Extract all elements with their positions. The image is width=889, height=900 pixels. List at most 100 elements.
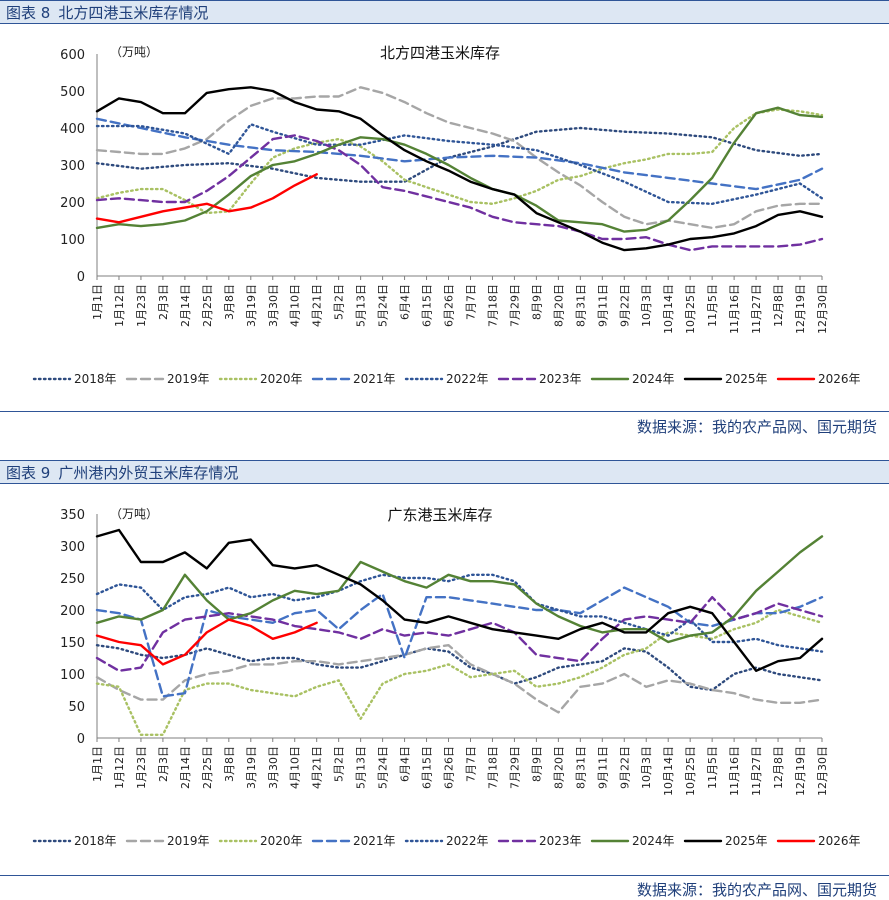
figure-8-panel: 图表 8 北方四港玉米库存情况 0 100 200 300 400 500 600 1月1日 1月… bbox=[0, 0, 889, 445]
x-tick-label: 9月11日 bbox=[596, 284, 609, 327]
figure-9-panel: 图表 9 广州港内外贸玉米库存情况 0 50 100 150 200 250 300 350 1月… bbox=[0, 460, 889, 900]
x-tick-label: 1月12日 bbox=[113, 284, 126, 327]
y-tick-label: 500 bbox=[60, 85, 85, 100]
x-tick-label: 7月18日 bbox=[486, 746, 499, 789]
series-line-2020 bbox=[95, 608, 824, 737]
x-tick-label: 2月3日 bbox=[157, 746, 170, 782]
x-tick-label: 8月20日 bbox=[552, 284, 565, 327]
series-line-2018 bbox=[95, 643, 824, 692]
x-tick-label: 3月19日 bbox=[245, 284, 258, 327]
y-tick-label: 150 bbox=[60, 636, 85, 651]
x-tick-label: 11月16日 bbox=[728, 284, 741, 334]
y-tick-label: 0 bbox=[77, 270, 85, 285]
legend-label-2019: 2019年 bbox=[167, 372, 210, 386]
x-tick-label: 2月25日 bbox=[201, 746, 214, 789]
legend-label-2020: 2020年 bbox=[260, 834, 303, 848]
x-tick-label: 11月27日 bbox=[750, 746, 763, 796]
x-tick-label: 1月1日 bbox=[91, 746, 104, 782]
y-tick-label: 0 bbox=[77, 732, 85, 747]
legend-label-2019: 2019年 bbox=[167, 834, 210, 848]
y-tick-label: 100 bbox=[60, 233, 85, 248]
x-tick-label: 8月31日 bbox=[574, 284, 587, 327]
legend-label-2024: 2024年 bbox=[632, 834, 675, 848]
unit-label: （万吨） bbox=[110, 45, 158, 59]
x-tick-label: 9月22日 bbox=[618, 284, 631, 327]
chart-north-ports-inventory: 0 100 200 300 400 500 600 1月1日 1月12日 1月23日 2月3日 2月1… bbox=[32, 44, 861, 386]
legend-label-2023: 2023年 bbox=[539, 372, 582, 386]
x-tick-label: 11月27日 bbox=[750, 284, 763, 334]
x-tick-label: 2月14日 bbox=[179, 284, 192, 327]
series-line-2021 bbox=[95, 586, 824, 698]
legend-label-2025: 2025年 bbox=[725, 372, 768, 386]
y-tick-label: 50 bbox=[68, 700, 85, 715]
series-line-2019 bbox=[95, 86, 824, 230]
x-tick-label: 8月31日 bbox=[574, 746, 587, 789]
x-tick-label: 3月30日 bbox=[267, 284, 280, 327]
x-tick-label: 6月15日 bbox=[421, 746, 434, 789]
x-tick-label: 5月13日 bbox=[355, 746, 368, 789]
chart-title: 广东港玉米库存 bbox=[387, 506, 492, 524]
figure-8-title: 北方四港玉米库存情况 bbox=[58, 4, 209, 22]
x-tick-label: 12月8日 bbox=[772, 746, 785, 789]
legend-label-2021: 2021年 bbox=[353, 372, 396, 386]
y-tick-label: 350 bbox=[60, 508, 85, 523]
x-tick-label: 5月13日 bbox=[355, 284, 368, 327]
series-line-2026 bbox=[95, 618, 318, 666]
x-tick-label: 8月9日 bbox=[530, 746, 543, 782]
x-tick-label: 10月14日 bbox=[662, 284, 675, 334]
x-tick-label: 11月5日 bbox=[706, 284, 719, 327]
series-line-2019 bbox=[95, 643, 824, 714]
x-tick-label: 6月4日 bbox=[399, 284, 412, 320]
figure-9-source: 数据来源：我的农产品网、国元期货 bbox=[636, 881, 877, 899]
legend-label-2020: 2020年 bbox=[260, 372, 303, 386]
y-tick-label: 250 bbox=[60, 572, 85, 587]
legend-label-2026: 2026年 bbox=[818, 372, 861, 386]
series-line-2025 bbox=[95, 528, 824, 673]
chart-guangdong-ports-inventory: 0 50 100 150 200 250 300 350 1月1日 1月12日 1月23日 2月3日 2… bbox=[32, 506, 861, 848]
series-line-2023 bbox=[95, 134, 824, 252]
series-line-2025 bbox=[95, 86, 824, 252]
x-tick-label: 12月19日 bbox=[794, 746, 807, 796]
chart-title: 北方四港玉米库存 bbox=[380, 44, 500, 62]
y-tick-label: 200 bbox=[60, 196, 85, 211]
y-tick-label: 400 bbox=[60, 122, 85, 137]
x-tick-label: 1月1日 bbox=[91, 284, 104, 320]
x-tick-label: 1月23日 bbox=[135, 746, 148, 789]
x-tick-label: 4月21日 bbox=[311, 746, 324, 789]
x-tick-label: 2月3日 bbox=[157, 284, 170, 320]
x-tick-label: 2月14日 bbox=[179, 746, 192, 789]
x-tick-label: 4月21日 bbox=[311, 284, 324, 327]
x-tick-label: 5月2日 bbox=[333, 746, 346, 782]
x-tick-label: 7月29日 bbox=[508, 284, 521, 327]
figure-9-title: 广州港内外贸玉米库存情况 bbox=[58, 464, 239, 482]
figure-8-source: 数据来源：我的农产品网、国元期货 bbox=[636, 418, 877, 436]
y-tick-label: 300 bbox=[60, 159, 85, 174]
x-tick-label: 2月25日 bbox=[201, 284, 214, 327]
x-tick-label: 6月4日 bbox=[399, 746, 412, 782]
legend-label-2025: 2025年 bbox=[725, 834, 768, 848]
figure-8-header: 图表 8 北方四港玉米库存情况 bbox=[0, 0, 889, 24]
y-tick-label: 200 bbox=[60, 604, 85, 619]
x-tick-label: 1月12日 bbox=[113, 746, 126, 789]
x-tick-label: 10月3日 bbox=[640, 284, 653, 327]
series-line-2018 bbox=[95, 126, 824, 183]
x-tick-label: 3月8日 bbox=[223, 284, 236, 320]
x-tick-label: 3月30日 bbox=[267, 746, 280, 789]
x-tick-label: 3月19日 bbox=[245, 746, 258, 789]
x-tick-label: 12月30日 bbox=[816, 746, 829, 796]
legend-label-2023: 2023年 bbox=[539, 834, 582, 848]
legend-label-2018: 2018年 bbox=[74, 834, 117, 848]
figure-9-source-rule bbox=[0, 875, 889, 876]
x-tick-label: 12月30日 bbox=[816, 284, 829, 334]
x-tick-label: 10月14日 bbox=[662, 746, 675, 796]
y-tick-label: 600 bbox=[60, 48, 85, 63]
x-tick-label: 6月15日 bbox=[421, 284, 434, 327]
series-line-2021 bbox=[95, 117, 824, 191]
x-tick-label: 5月24日 bbox=[377, 284, 390, 327]
x-tick-label: 5月24日 bbox=[377, 746, 390, 789]
x-tick-label: 6月26日 bbox=[443, 746, 456, 789]
x-tick-label: 7月29日 bbox=[508, 746, 521, 789]
figure-8-label: 图表 8 bbox=[6, 4, 51, 22]
legend-label-2024: 2024年 bbox=[632, 372, 675, 386]
x-tick-label: 11月16日 bbox=[728, 746, 741, 796]
